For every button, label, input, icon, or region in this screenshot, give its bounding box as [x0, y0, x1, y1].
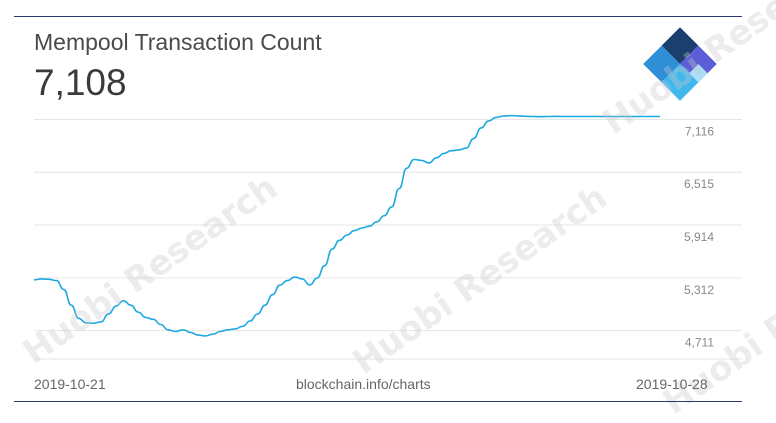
- series-group: [33, 114, 660, 337]
- top-rule: [14, 16, 742, 17]
- grid-lines: [34, 118, 742, 360]
- series-line: [33, 114, 660, 337]
- chart-title: Mempool Transaction Count: [34, 29, 322, 55]
- source-label: blockchain.info/charts: [296, 376, 431, 392]
- y-tick-label: 5,312: [684, 283, 714, 297]
- y-tick-label: 4,711: [685, 336, 714, 350]
- logo-light-square: [661, 64, 699, 101]
- bottom-rule: [14, 401, 742, 402]
- current-value: 7,108: [34, 62, 127, 103]
- blockchain-logo-icon: [643, 27, 717, 101]
- y-axis-ticks: 7,116 6,515 5,914 5,312 4,711: [684, 124, 714, 349]
- end-date-label: 2019-10-28: [636, 376, 708, 392]
- logo-dark-square: [661, 27, 699, 64]
- y-tick-label: 7,116: [685, 124, 714, 138]
- y-tick-label: 5,914: [684, 230, 714, 244]
- y-tick-label: 6,515: [684, 177, 714, 191]
- start-date-label: 2019-10-21: [34, 376, 106, 392]
